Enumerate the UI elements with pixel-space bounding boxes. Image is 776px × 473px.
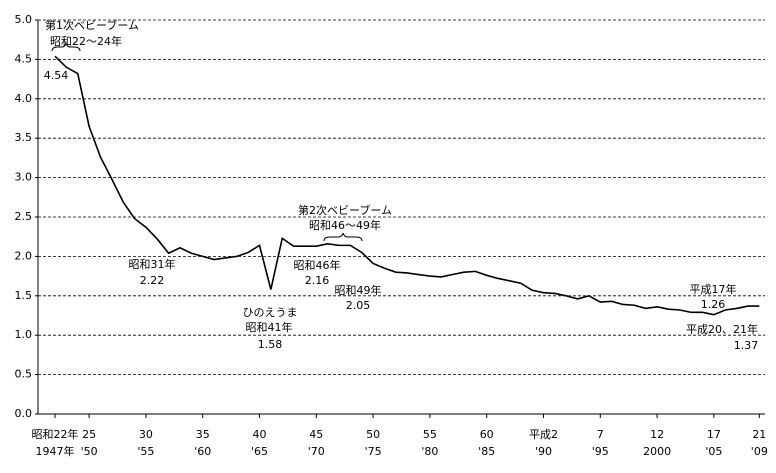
x-tick-sublabel: '95 bbox=[592, 445, 609, 458]
x-tick-sublabel: '50 bbox=[81, 445, 98, 458]
x-tick-label: 7 bbox=[597, 428, 604, 441]
annotation: 昭和46〜49年 bbox=[309, 218, 381, 232]
x-tick-sublabel: '05 bbox=[705, 445, 722, 458]
x-tick-label: 25 bbox=[82, 428, 96, 441]
annotation: 昭和22〜24年 bbox=[50, 34, 122, 48]
bracket bbox=[323, 232, 363, 242]
annotation: 1.58 bbox=[258, 338, 283, 351]
y-tick-label: 0.0 bbox=[15, 407, 33, 420]
x-tick-sublabel: '80 bbox=[421, 445, 438, 458]
y-tick-label: 4.5 bbox=[15, 52, 33, 65]
annotation: 2.22 bbox=[140, 274, 165, 287]
annotation: 昭和41年 bbox=[246, 320, 293, 334]
x-tick-label: 35 bbox=[196, 428, 210, 441]
annotation: 第1次ベビーブーム bbox=[45, 18, 139, 32]
x-tick-label: 50 bbox=[366, 428, 380, 441]
annotation: 平成17年 bbox=[690, 282, 737, 296]
y-tick-label: 3.5 bbox=[15, 131, 33, 144]
x-tick-sublabel: '55 bbox=[137, 445, 154, 458]
x-tick-label: 45 bbox=[309, 428, 323, 441]
x-tick-label: 55 bbox=[423, 428, 437, 441]
x-tick-sublabel: '65 bbox=[251, 445, 268, 458]
y-tick-label: 1.0 bbox=[15, 328, 33, 341]
x-tick-sublabel: '09 bbox=[751, 445, 768, 458]
annotation: 昭和31年 bbox=[129, 257, 176, 271]
y-tick-label: 2.0 bbox=[15, 249, 33, 262]
annotation: 2.05 bbox=[346, 299, 371, 312]
x-tick-label: 21 bbox=[752, 428, 766, 441]
y-tick-label: 5.0 bbox=[15, 13, 33, 26]
x-tick-label: 17 bbox=[707, 428, 721, 441]
y-tick-label: 3.0 bbox=[15, 171, 33, 184]
x-tick-label: 12 bbox=[650, 428, 664, 441]
annotation: 昭和46年 bbox=[294, 258, 341, 272]
annotation: 平成20、21年 bbox=[686, 322, 758, 336]
data-line bbox=[54, 55, 760, 316]
x-tick-label: 30 bbox=[139, 428, 153, 441]
x-tick-label: 昭和22年 bbox=[32, 427, 79, 441]
annotation: 4.54 bbox=[44, 69, 69, 82]
x-tick-sublabel: 1947年 bbox=[36, 444, 75, 458]
x-tick-sublabel: '60 bbox=[194, 445, 211, 458]
y-tick-label: 4.0 bbox=[15, 92, 33, 105]
x-tick-sublabel: '75 bbox=[365, 445, 382, 458]
y-tick-label: 0.5 bbox=[15, 368, 33, 381]
y-tick-label: 1.5 bbox=[15, 289, 33, 302]
bracket bbox=[51, 42, 81, 52]
x-tick-sublabel: 2000 bbox=[643, 445, 671, 458]
annotation: 第2次ベビーブーム bbox=[298, 203, 392, 217]
annotation: 2.16 bbox=[305, 274, 330, 287]
x-tick-label: 60 bbox=[480, 428, 494, 441]
y-tick-label: 2.5 bbox=[15, 210, 33, 223]
x-tick-sublabel: '70 bbox=[308, 445, 325, 458]
x-tick-sublabel: '90 bbox=[535, 445, 552, 458]
x-tick-label: 平成2 bbox=[529, 428, 558, 441]
annotation: ひのえうま bbox=[243, 306, 298, 319]
annotation: 1.37 bbox=[734, 339, 759, 352]
x-tick-label: 40 bbox=[253, 428, 267, 441]
annotation: 1.26 bbox=[701, 298, 726, 311]
x-tick-sublabel: '85 bbox=[478, 445, 495, 458]
annotation: 昭和49年 bbox=[335, 283, 382, 297]
